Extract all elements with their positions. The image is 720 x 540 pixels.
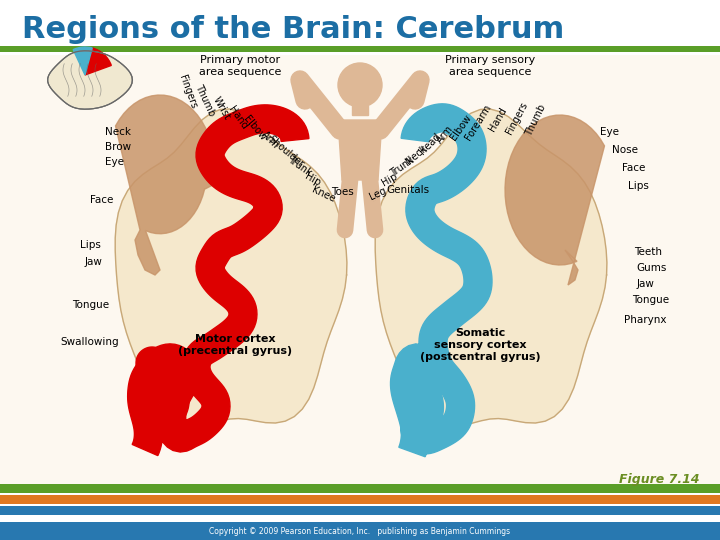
Text: Genitals: Genitals (387, 185, 430, 195)
Text: Hip: Hip (303, 172, 323, 188)
Text: Primary sensory
area sequence: Primary sensory area sequence (445, 55, 535, 77)
Text: Thumb: Thumb (524, 103, 548, 138)
Text: Face: Face (622, 163, 645, 173)
Bar (0, 506, 720, 515)
Text: Motor cortex
(precentral gyrus): Motor cortex (precentral gyrus) (178, 334, 292, 356)
Circle shape (338, 63, 382, 107)
Text: Lips: Lips (80, 240, 101, 250)
Text: Gums: Gums (636, 263, 667, 273)
Text: Copyright © 2009 Pearson Education, Inc.   publishing as Benjamin Cummings: Copyright © 2009 Pearson Education, Inc.… (210, 526, 510, 536)
Text: Neck: Neck (403, 143, 428, 167)
Text: Leg: Leg (368, 186, 388, 202)
Polygon shape (375, 109, 607, 426)
Text: Figure 7.14: Figure 7.14 (619, 474, 700, 487)
Text: Head: Head (418, 131, 443, 157)
Text: Eye: Eye (105, 157, 124, 167)
Wedge shape (85, 48, 112, 75)
Bar (352, 105, 368, 115)
Text: Jaw: Jaw (637, 279, 655, 289)
Text: Eye: Eye (600, 127, 619, 137)
Bar (0, 484, 720, 493)
Polygon shape (505, 115, 605, 285)
Text: Pharynx: Pharynx (624, 315, 667, 325)
Text: Face: Face (90, 195, 113, 205)
Text: Fingers: Fingers (177, 74, 199, 110)
Polygon shape (136, 347, 189, 433)
Bar (0, 522, 720, 540)
Text: Somatic
sensory cortex
(postcentral gyrus): Somatic sensory cortex (postcentral gyru… (420, 328, 540, 362)
Text: Nose: Nose (612, 145, 638, 155)
Text: Thumb: Thumb (193, 83, 217, 118)
Text: Jaw: Jaw (85, 257, 103, 267)
Bar (0, 517, 720, 522)
Text: Trunk: Trunk (388, 156, 415, 179)
Polygon shape (115, 95, 215, 275)
Text: Hand: Hand (227, 105, 250, 131)
Text: Fingers: Fingers (504, 100, 530, 136)
Text: Toes: Toes (330, 187, 354, 197)
Text: Wrist: Wrist (212, 94, 233, 122)
Text: Primary motor
area sequence: Primary motor area sequence (199, 55, 282, 77)
Bar (0, 55, 720, 485)
Text: Tongue: Tongue (632, 295, 669, 305)
Text: Knee: Knee (310, 184, 336, 204)
Polygon shape (48, 51, 132, 109)
Text: Hand: Hand (487, 105, 509, 133)
Bar (0, 46, 720, 52)
Text: Tongue: Tongue (72, 300, 109, 310)
Polygon shape (390, 104, 492, 457)
Bar (0, 495, 720, 504)
Polygon shape (127, 105, 309, 456)
Text: Regions of the Brain: Cerebrum: Regions of the Brain: Cerebrum (22, 16, 564, 44)
Polygon shape (400, 368, 444, 433)
Polygon shape (115, 109, 347, 426)
Text: Arm: Arm (435, 123, 455, 145)
Text: Brow: Brow (105, 142, 131, 152)
Text: Shoulder: Shoulder (266, 134, 306, 170)
Text: Elbow: Elbow (242, 114, 268, 143)
Text: Arm: Arm (259, 130, 281, 151)
Wedge shape (73, 47, 92, 75)
Text: Elbow: Elbow (449, 112, 474, 141)
Text: Trunk: Trunk (287, 154, 314, 178)
Text: Neck: Neck (105, 127, 131, 137)
Text: Lips: Lips (628, 181, 649, 191)
Text: Hip: Hip (380, 172, 400, 188)
Text: Teeth: Teeth (634, 247, 662, 257)
Text: Forearm: Forearm (463, 102, 493, 141)
Polygon shape (338, 120, 382, 180)
Text: Swallowing: Swallowing (60, 337, 119, 347)
